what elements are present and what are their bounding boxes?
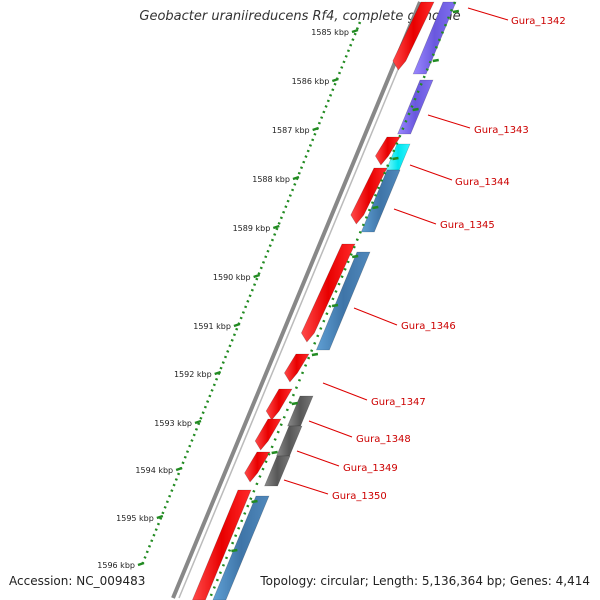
inner-dotted-track — [208, 1, 457, 599]
gene-label-leader — [322, 382, 368, 401]
ruler-tick-label: 1586 kbp — [292, 77, 330, 86]
gene-label: Gura_1349 — [343, 463, 398, 474]
gene-label-leader — [296, 450, 340, 467]
gene-label-leader — [308, 420, 353, 438]
gene-label: Gura_1348 — [356, 434, 411, 445]
ruler-tick — [214, 370, 222, 376]
inner-tick — [392, 156, 399, 161]
ruler-tick — [194, 419, 202, 425]
ruler-tick — [156, 514, 164, 520]
gene-label: Gura_1350 — [332, 491, 387, 502]
inner-tick — [271, 450, 278, 455]
ruler-tick — [351, 28, 359, 34]
cds-gura-1344 — [375, 136, 401, 166]
ruler-tick — [331, 77, 339, 83]
feature-gura-1350-gray — [264, 455, 291, 487]
ruler-tick-label: 1596 kbp — [97, 561, 135, 570]
gene-label-leader — [427, 114, 471, 129]
inner-tick — [452, 9, 460, 14]
ruler-tick — [175, 466, 183, 472]
inner-tick — [331, 303, 339, 308]
gene-labels: Gura_1342 Gura_1343 Gura_1344 Gura_1345 Gura… — [283, 7, 566, 502]
cds-gura-1346 — [301, 243, 356, 343]
inner-tick — [251, 499, 258, 504]
genome-summary-text: Topology: circular; Length: 5,136,364 bp… — [260, 574, 590, 588]
kbp-ruler: 1585 kbp 1586 kbp 1587 kbp 1588 kbp 1589 kbp… — [97, 21, 362, 570]
ruler-tick — [312, 126, 320, 132]
ruler-tick — [137, 561, 145, 567]
ruler-tick-label: 1593 kbp — [154, 419, 192, 428]
accession-text: Accession: NC_009483 — [9, 574, 146, 588]
cds-gura-1347 — [284, 353, 310, 383]
gene-label-leader — [467, 7, 509, 21]
cds-gura-1349 — [254, 418, 282, 451]
gene-label-leader — [409, 164, 453, 181]
ruler-tick-label: 1587 kbp — [272, 126, 310, 135]
inner-tick — [412, 107, 419, 112]
ruler-tick-label: 1594 kbp — [135, 466, 173, 475]
gene-label: Gura_1343 — [474, 125, 529, 136]
gene-label: Gura_1344 — [455, 177, 510, 188]
feature-gura-1343-purple — [397, 79, 434, 135]
feature-gura-1351-blue — [212, 495, 270, 600]
ruler-dotted-arc — [140, 21, 362, 566]
gene-label-leader — [283, 479, 329, 495]
cds-gura-1348 — [265, 388, 293, 421]
ruler-tick — [253, 273, 261, 279]
ruler-tick-label: 1591 kbp — [193, 322, 231, 331]
genome-backbone — [171, 1, 427, 599]
feature-gura-1346-blue — [315, 251, 371, 351]
backbone-outline — [178, 1, 427, 599]
gene-label-leader — [393, 208, 437, 225]
backbone-line — [171, 1, 422, 599]
ruler-tick-label: 1595 kbp — [116, 514, 154, 523]
ruler-tick — [272, 224, 280, 230]
gene-features — [192, 1, 457, 600]
cds-gura-1345 — [350, 167, 388, 225]
gene-label: Gura_1345 — [440, 220, 495, 231]
inner-tick — [372, 205, 379, 210]
cds-gura-1350 — [244, 451, 271, 483]
map-title: Geobacter uraniireducens Rf4, complete g… — [139, 9, 461, 24]
ruler-tick — [292, 175, 300, 181]
ruler-tick-label: 1590 kbp — [213, 273, 251, 282]
gene-label: Gura_1347 — [371, 397, 426, 408]
cds-gura-1351 — [192, 489, 252, 600]
inner-tick — [351, 254, 359, 259]
gene-label: Gura_1342 — [511, 16, 566, 27]
ruler-tick-label: 1589 kbp — [233, 224, 271, 233]
inner-tick-track — [208, 1, 460, 599]
feature-gura-1342-purple — [412, 1, 457, 75]
ruler-tick — [233, 322, 241, 328]
gene-label-leader — [353, 307, 398, 326]
gene-label: Gura_1346 — [401, 321, 456, 332]
inner-tick — [432, 58, 439, 63]
cds-gura-1342 — [392, 1, 435, 71]
ruler-tick-label: 1588 kbp — [252, 175, 290, 184]
ruler-tick-label: 1585 kbp — [311, 28, 349, 37]
inner-tick — [291, 401, 298, 406]
inner-tick — [311, 352, 319, 357]
inner-tick — [231, 548, 238, 553]
ruler-tick-label: 1592 kbp — [174, 370, 212, 379]
